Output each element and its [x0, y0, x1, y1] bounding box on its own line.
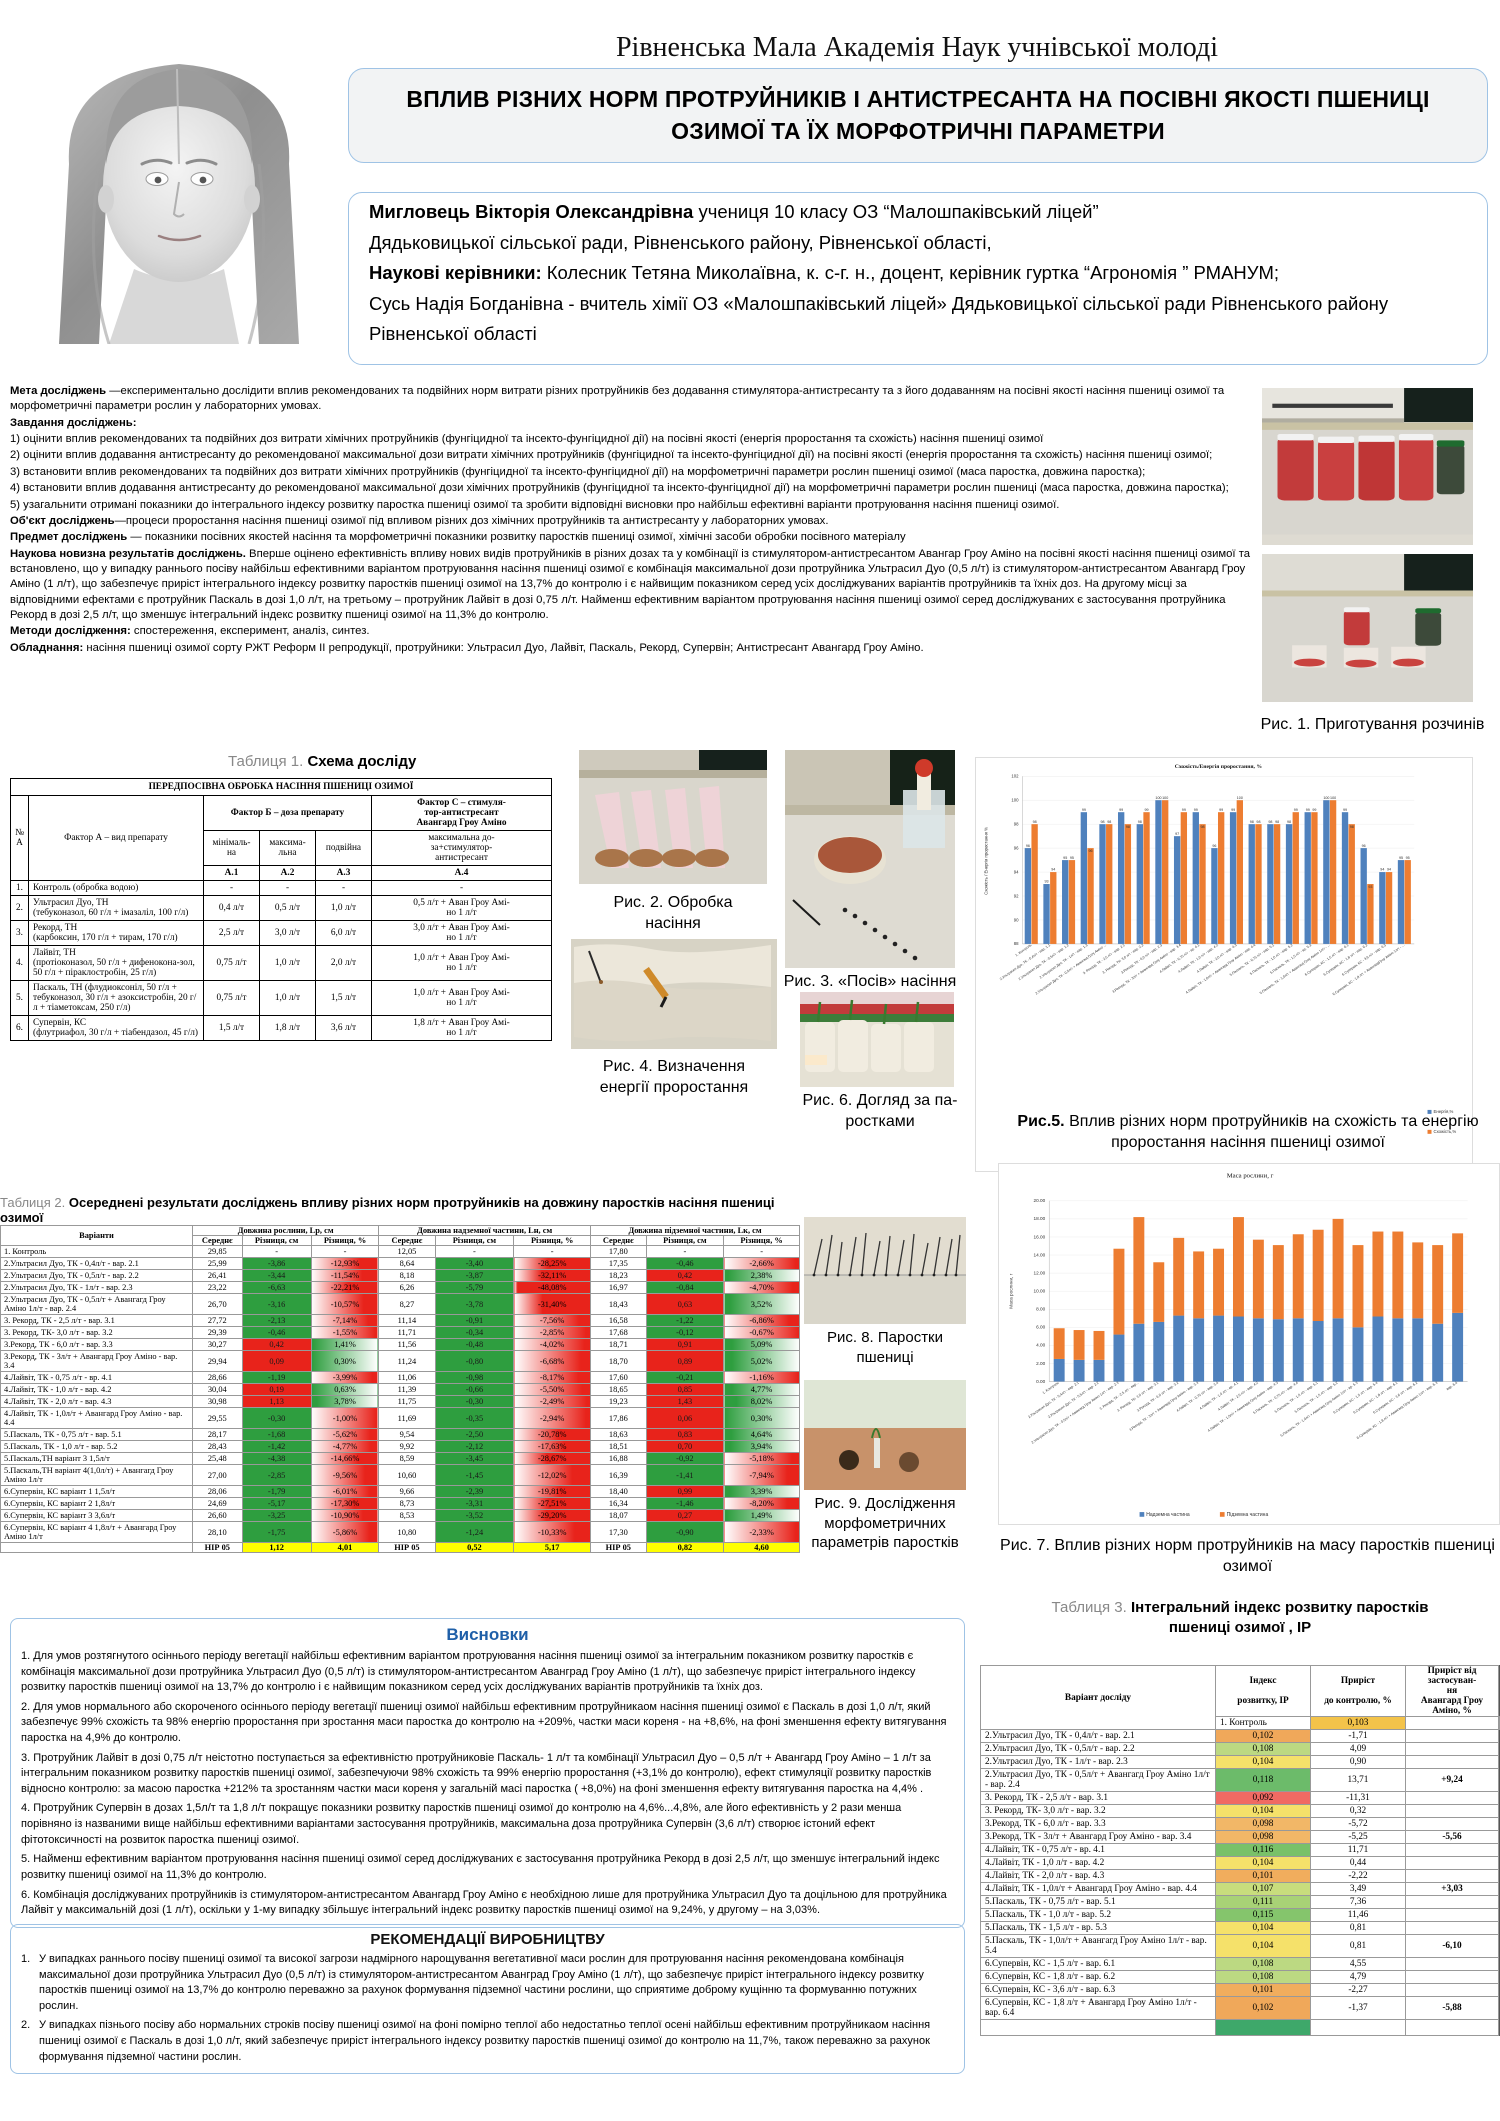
svg-text:98: 98: [1350, 825, 1354, 829]
svg-text:99: 99: [1219, 808, 1223, 812]
svg-text:100: 100: [1237, 796, 1243, 800]
svg-text:97: 97: [1175, 832, 1179, 836]
svg-text:98: 98: [1275, 820, 1279, 824]
svg-text:94: 94: [1380, 868, 1384, 872]
svg-text:99: 99: [1312, 808, 1316, 812]
svg-text:99: 99: [1343, 808, 1347, 812]
svg-text:12.00: 12.00: [1033, 1270, 1045, 1275]
svg-text:Маса рослини, г: Маса рослини, г: [1227, 1172, 1274, 1179]
svg-text:8.00: 8.00: [1036, 1307, 1045, 1312]
svg-text:98: 98: [1033, 820, 1037, 824]
svg-text:94: 94: [1387, 868, 1391, 872]
svg-text:98: 98: [1014, 821, 1019, 826]
svg-text:98: 98: [1100, 820, 1104, 824]
svg-text:99: 99: [1294, 808, 1298, 812]
svg-text:14.00: 14.00: [1033, 1252, 1045, 1257]
svg-text:100: 100: [1330, 796, 1336, 800]
svg-text:99: 99: [1082, 808, 1086, 812]
svg-text:98: 98: [1200, 825, 1204, 829]
svg-text:Схожість / Енергія проростання: Схожість / Енергія проростання %: [984, 827, 989, 895]
svg-text:16.00: 16.00: [1033, 1234, 1045, 1239]
svg-text:Надземна частина: Надземна частина: [1146, 1512, 1190, 1518]
svg-text:96: 96: [1362, 844, 1366, 848]
svg-text:2.00: 2.00: [1036, 1361, 1045, 1366]
svg-text:99: 99: [1306, 808, 1310, 812]
svg-text:95: 95: [1399, 856, 1403, 860]
svg-text:99: 99: [1194, 808, 1198, 812]
svg-text:4.00: 4.00: [1036, 1343, 1045, 1348]
svg-text:100: 100: [1323, 796, 1329, 800]
svg-text:100: 100: [1011, 798, 1019, 803]
svg-text:99: 99: [1145, 808, 1149, 812]
svg-text:94: 94: [1014, 869, 1019, 874]
svg-text:92: 92: [1014, 893, 1019, 898]
svg-text:10.00: 10.00: [1033, 1289, 1045, 1294]
svg-text:102: 102: [1011, 774, 1019, 779]
svg-text:95: 95: [1063, 856, 1067, 860]
svg-text:98: 98: [1126, 825, 1130, 829]
svg-text:98: 98: [1268, 820, 1272, 824]
svg-text:20.00: 20.00: [1033, 1198, 1045, 1203]
svg-text:95: 95: [1070, 856, 1074, 860]
svg-text:93: 93: [1045, 880, 1049, 884]
svg-text:Маса рослини, г: Маса рослини, г: [1008, 1273, 1013, 1308]
svg-text:96: 96: [1026, 844, 1030, 848]
svg-text:6.00: 6.00: [1036, 1325, 1045, 1330]
svg-text:0.00: 0.00: [1036, 1379, 1045, 1384]
svg-text:18.00: 18.00: [1033, 1216, 1045, 1221]
svg-text:98: 98: [1250, 820, 1254, 824]
svg-text:94: 94: [1051, 868, 1055, 872]
svg-text:100: 100: [1155, 796, 1161, 800]
svg-text:95: 95: [1406, 856, 1410, 860]
svg-text:88: 88: [1014, 941, 1019, 946]
svg-text:98: 98: [1287, 820, 1291, 824]
svg-text:96: 96: [1212, 844, 1216, 848]
svg-text:96: 96: [1014, 845, 1019, 850]
svg-text:98: 98: [1107, 820, 1111, 824]
svg-text:98: 98: [1256, 820, 1260, 824]
svg-text:99: 99: [1182, 808, 1186, 812]
svg-text:100: 100: [1162, 796, 1168, 800]
svg-text:90: 90: [1014, 917, 1019, 922]
svg-text:Схожість/Енергія проростання,: Схожість/Енергія проростання, %: [1175, 764, 1263, 770]
svg-text:99: 99: [1231, 808, 1235, 812]
svg-text:98: 98: [1138, 820, 1142, 824]
svg-text:Підземна частина: Підземна частина: [1227, 1512, 1269, 1518]
svg-text:99: 99: [1119, 808, 1123, 812]
svg-text:93: 93: [1368, 885, 1372, 889]
svg-text:96: 96: [1089, 849, 1093, 853]
